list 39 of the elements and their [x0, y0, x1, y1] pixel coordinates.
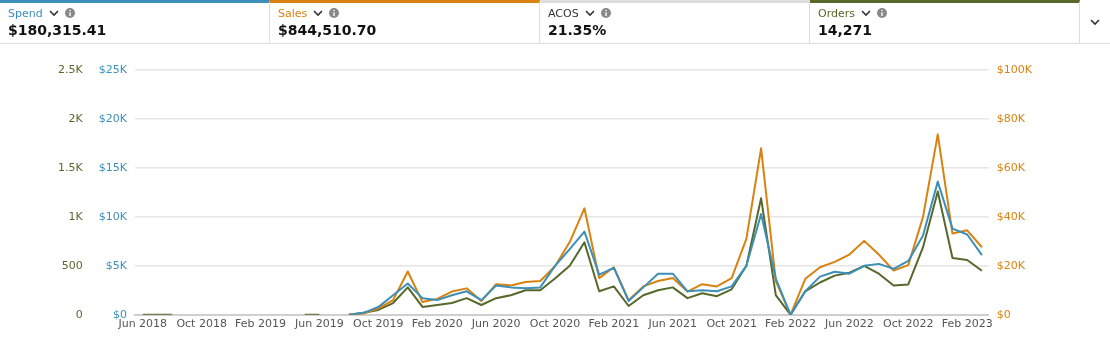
text: 14,271 [818, 22, 874, 38]
y-tick-label: $25K [98, 62, 128, 76]
y2-tick-label: $100K [996, 62, 1033, 76]
x-tick-label: Feb 2022 [765, 317, 817, 331]
y2-tick-label: $80K [996, 111, 1026, 125]
x-tick-label: Jun 2019 [294, 317, 344, 331]
text: Orders [818, 6, 855, 20]
y3-tick-label: 1.5K [57, 160, 84, 174]
y-tick-label: $5K [105, 258, 128, 272]
y3-tick-label: 2K [68, 111, 84, 125]
text: ACOS [548, 6, 579, 20]
y-tick-label: $20K [98, 111, 128, 125]
x-tick-label: Oct 2018 [176, 317, 227, 331]
x-tick-label: Oct 2021 [706, 317, 757, 331]
text: Spend [8, 6, 43, 20]
y-tick-label: $10K [98, 209, 128, 223]
y2-tick-label: $40K [996, 209, 1026, 223]
y-tick-label: $15K [98, 160, 128, 174]
y2-tick-label: $0 [996, 307, 1011, 321]
x-tick-label: Feb 2021 [588, 317, 640, 331]
text: Sales [278, 6, 308, 20]
x-tick-label: Feb 2019 [235, 317, 287, 331]
text: $180,315.41 [8, 22, 108, 38]
y3-tick-label: 2.5K [57, 62, 84, 76]
text: 21.35% [548, 22, 608, 38]
y2-tick-label: $60K [996, 160, 1026, 174]
x-tick-label: Jun 2022 [824, 317, 874, 331]
x-tick-label: Jun 2020 [470, 317, 521, 331]
x-tick-label: Feb 2020 [411, 317, 463, 331]
y3-tick-label: 500 [61, 258, 83, 272]
x-tick-label: Oct 2020 [529, 317, 581, 331]
x-tick-label: Jun 2021 [647, 317, 698, 331]
x-tick-label: Oct 2022 [883, 317, 934, 331]
x-tick-label: Feb 2023 [941, 317, 993, 331]
y3-tick-label: 1K [68, 209, 84, 223]
y3-tick-label: 0 [75, 307, 83, 321]
y2-tick-label: $20K [996, 258, 1026, 272]
x-tick-label: Oct 2019 [353, 317, 404, 331]
text: $844,510.70 [278, 22, 378, 38]
